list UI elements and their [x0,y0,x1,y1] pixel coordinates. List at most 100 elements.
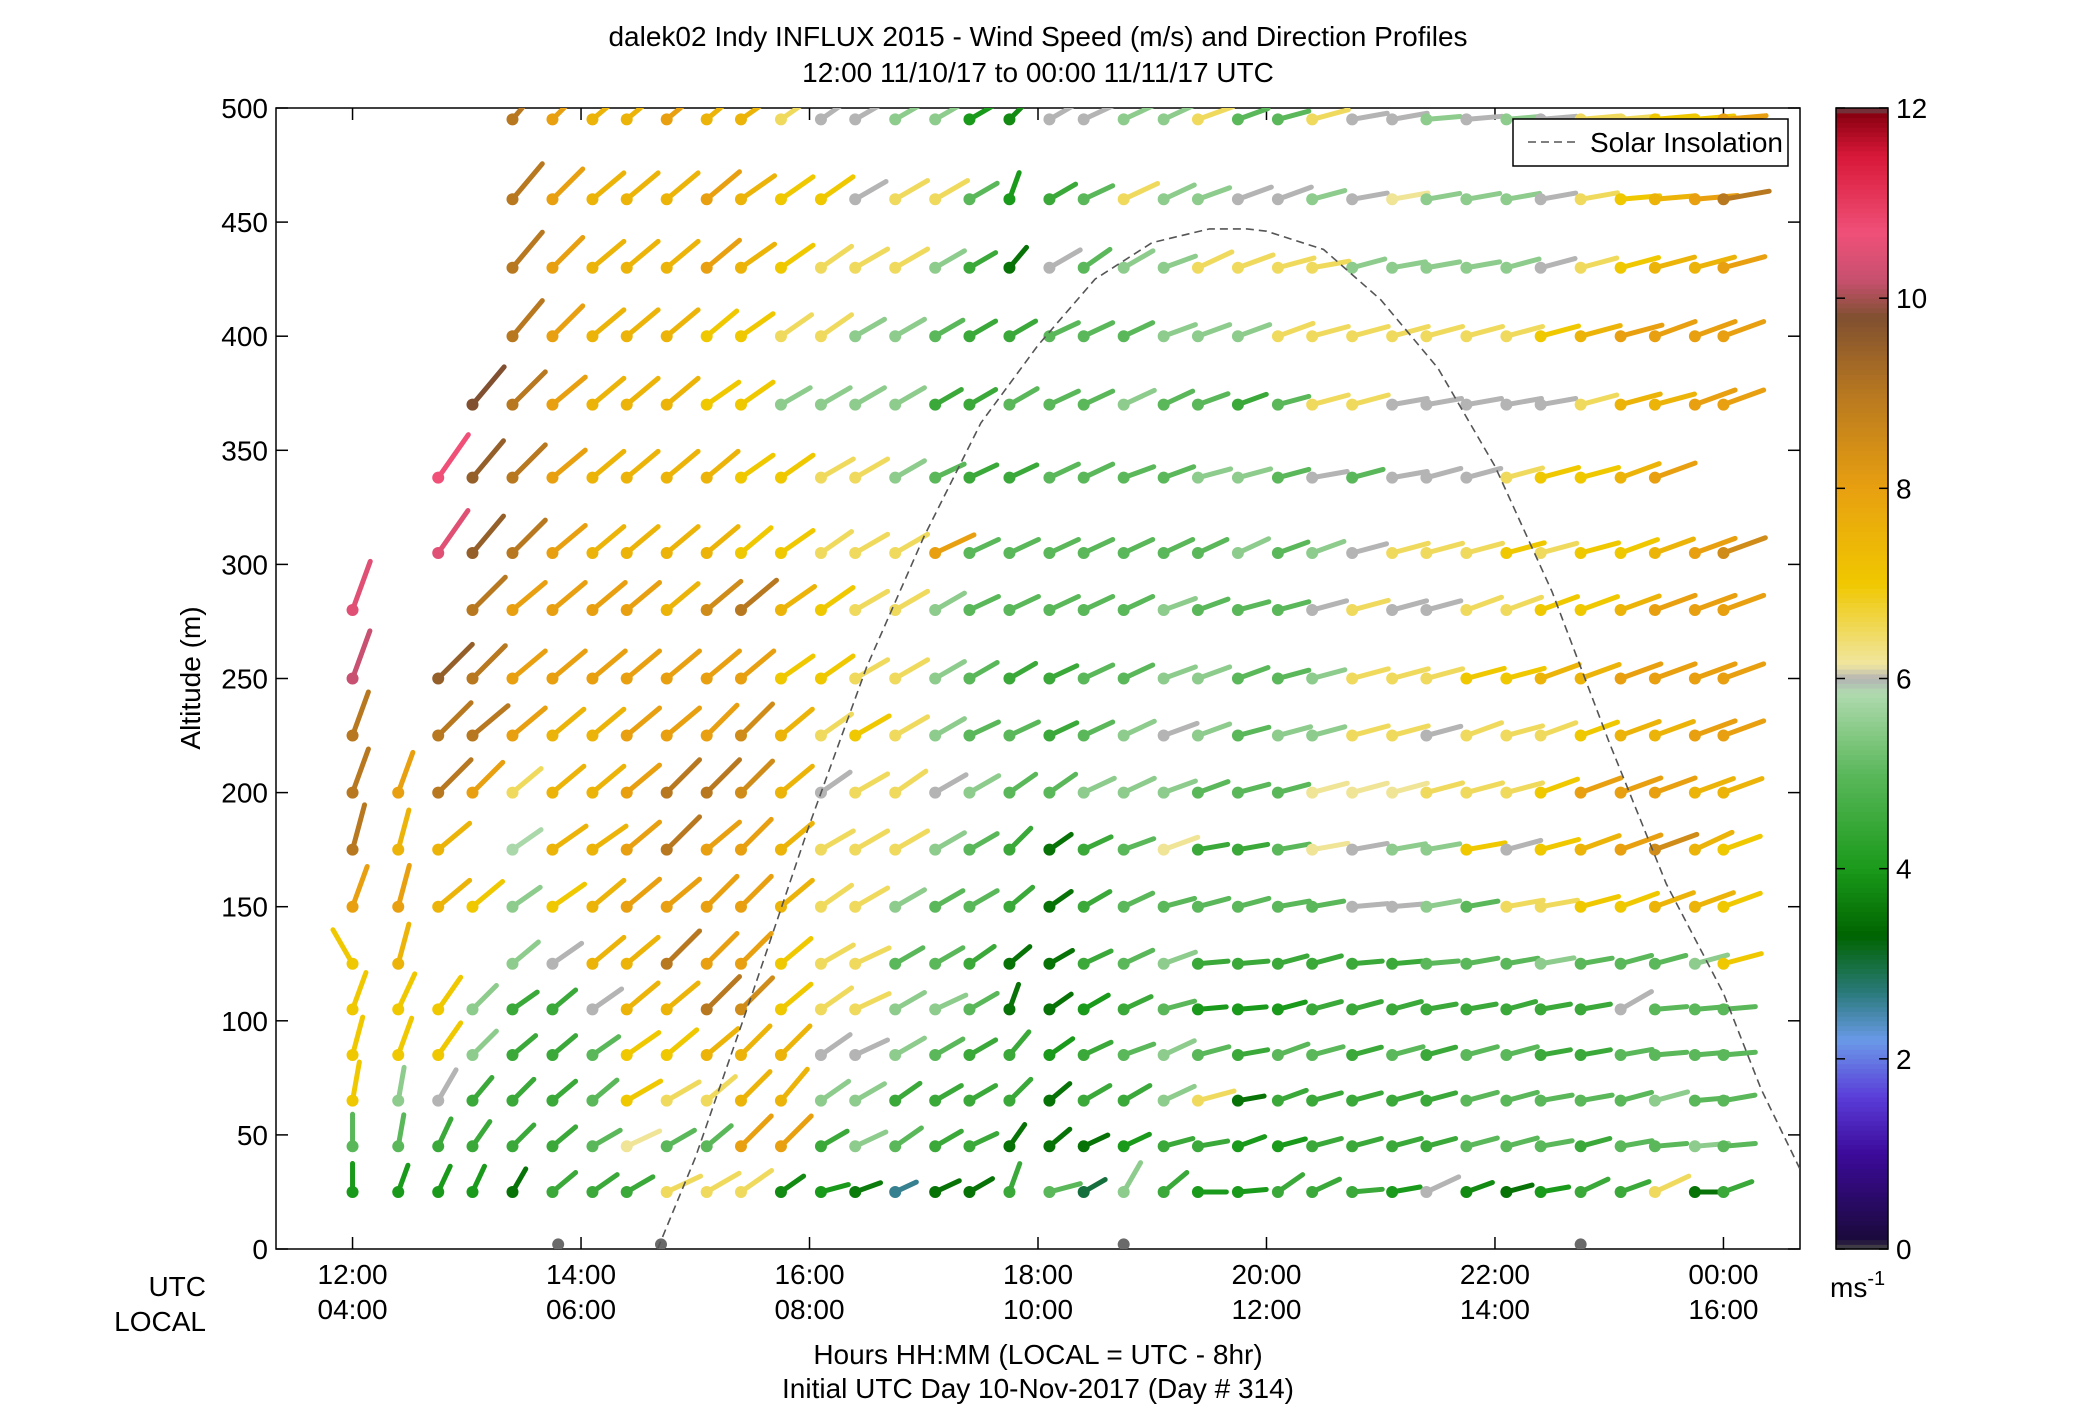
wind-barb [1003,1029,1032,1062]
wind-barb [1346,597,1391,617]
wind-barb [1386,957,1425,970]
wind-barb-dot [734,672,747,685]
wind-barb [1346,723,1391,742]
wind-barb [1117,1131,1152,1153]
wind-barb [1648,661,1698,685]
wind-barb-dot [1460,330,1473,343]
wind-barb-shaft [624,980,661,1012]
x-tick-label-utc: 14:00 [546,1259,616,1290]
wind-barb-shaft [1309,780,1350,796]
wind-barb [1614,1089,1655,1107]
wind-barb [963,250,999,274]
wind-barb-dot [889,1003,902,1016]
wind-barb-shaft [1692,535,1738,556]
wind-barb-dot [1500,1140,1513,1153]
wind-barb [1688,776,1736,799]
wind-barb-shaft [1463,840,1508,853]
wind-barb [1231,1134,1268,1153]
colorbar-cell [1836,707,1888,713]
wind-barb [1648,1140,1690,1153]
wind-barb-dot [586,604,599,617]
wind-barb-dot [1346,1049,1359,1062]
wind-barb-shaft [469,879,506,910]
wind-barb [392,1015,415,1062]
wind-barb-dot [1191,729,1204,742]
wind-barb [660,108,685,126]
wind-barb-dot [929,843,942,856]
wind-barb-shaft [395,971,418,1012]
colorbar-cell [1836,906,1888,913]
wind-barb-dot [1420,1094,1433,1107]
wind-barb-dot [1346,900,1359,913]
wind-barb [889,531,931,559]
colorbar-cell [1836,659,1888,665]
y-tick-label: 300 [221,549,268,580]
wind-barb-dot [620,471,633,484]
wind-barb-shaft [435,820,473,853]
wind-barb-dot [586,1049,599,1062]
colorbar-cell [1836,288,1888,295]
colorbar-cell [1836,1125,1888,1131]
wind-barb-shaft [704,169,742,202]
colorbar-cell [1836,683,1888,689]
wind-barb-dot [929,1140,942,1153]
wind-barb-dot [1614,261,1627,274]
wind-barb-dot [1648,672,1661,685]
wind-barb [1688,319,1738,343]
wind-barb-shaft [778,763,815,796]
wind-barb-shaft [1309,108,1351,122]
x-tick-label-utc: 18:00 [1003,1259,1073,1290]
wind-barb-shaft [395,921,412,967]
wind-barb [1717,535,1768,559]
colorbar-cell [1836,797,1888,803]
wind-barb-dot [889,1049,902,1062]
wind-barb-shaft [1275,255,1317,271]
wind-barb-shaft [469,759,506,796]
wind-barb-shaft [509,648,548,681]
colorbar-cell [1836,188,1888,195]
wind-barb-dot [1003,604,1016,617]
wind-barb-shaft [549,881,588,910]
wind-barb-dot [849,957,862,970]
wind-barb-shaft [778,1113,814,1149]
wind-barb [1500,1135,1540,1153]
colorbar-cell [1836,973,1888,979]
wind-barb-dot [1191,1049,1204,1062]
wind-barb [1077,461,1116,484]
wind-barb-dot [1648,193,1661,206]
wind-barb-dot [1117,261,1130,274]
wind-barb-shaft [589,934,627,967]
wind-barb [660,814,703,856]
wind-barb [734,577,780,617]
colorbar-cell [1836,279,1888,285]
wind-barb [1386,1184,1423,1198]
wind-barb-shaft [1652,254,1698,271]
wind-barb [506,108,526,126]
wind-barb [929,716,967,742]
wind-barb [1534,720,1579,742]
wind-barb-dot [849,261,862,274]
wind-barb [466,982,499,1016]
wind-barb-dot [1460,786,1473,799]
wind-barb-dot [929,786,942,799]
wind-barb-dot [814,546,827,559]
wind-barb-dot [1648,546,1661,559]
wind-barb-dot [849,193,862,206]
wind-barb-dot [734,843,747,856]
colorbar-cell [1836,1096,1888,1103]
colorbar-cell [1836,359,1888,366]
wind-barb [1688,387,1738,411]
wind-barb [620,1128,663,1153]
wind-barb-dot [734,1140,747,1153]
wind-barb-dot [1420,546,1433,559]
wind-barb-dot [620,1140,633,1153]
wind-barb-dot [1717,1094,1730,1107]
wind-barb-dot [774,1094,787,1107]
wind-barb-dot [1614,604,1627,617]
wind-barb [1614,391,1663,411]
wind-barb-dot [1614,843,1627,856]
wind-barb-dot [1534,900,1547,913]
wind-barb-dot [432,1003,445,1016]
wind-barb [849,713,892,742]
wind-barb-shaft [1538,465,1582,481]
